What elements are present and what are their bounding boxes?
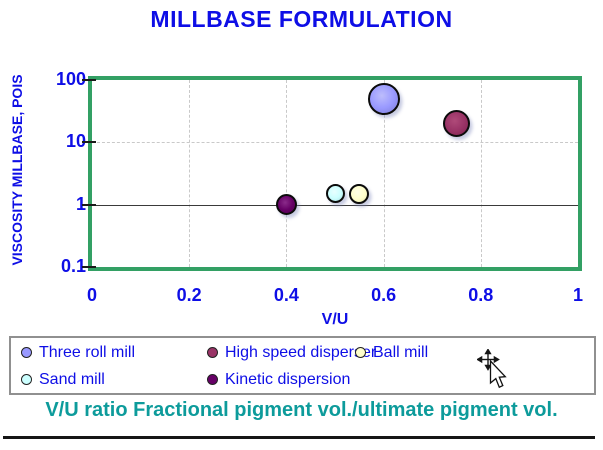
legend-item: Kinetic dispersion [207,371,355,389]
legend-row: Three roll mill High speed disperser Ball … [11,339,594,366]
y-tick-mark [82,266,96,268]
legend-item-label: Three roll mill [39,343,136,361]
legend-marker-icon [207,347,218,358]
data-bubble-high-speed-disperser [443,110,470,138]
legend-row: Sand mill Kinetic dispersion [11,366,594,393]
legend-item: Ball mill [355,344,594,362]
legend-marker-icon [355,347,366,358]
chart-title: MILLBASE FORMULATION [150,6,453,32]
data-bubble-ball-mill [349,183,370,204]
data-bubble-sand-mill [325,184,345,204]
x-tick-label: 0.4 [273,285,299,305]
y-tick-label: 10 [65,131,86,152]
legend-marker-icon [21,347,32,358]
legend-item: Three roll mill [21,344,207,362]
x-tick-label: 0.8 [468,285,494,305]
x-tick-label: 0 [86,285,97,305]
legend-item-label: Ball mill [373,343,429,361]
chart-caption: V/U ratio Fractional pigment vol./ultima… [45,399,558,421]
x-tick-label: 1 [572,285,583,305]
move-cursor-pointer [477,349,507,389]
h-line-1 [92,204,578,206]
legend-item: High speed disperser [207,344,376,362]
legend-item-label: Sand mill [39,370,105,388]
h-gridline-10 [92,142,578,144]
y-tick-mark [82,141,96,144]
y-tick-label: 1 [75,193,86,214]
legend-marker-icon [207,374,218,385]
x-tick-label: 0.2 [176,285,202,305]
legend-marker-icon [21,374,32,385]
y-tick-mark [82,203,96,206]
v-gridline [383,80,385,267]
y-tick-label: 100 [55,69,86,89]
v-gridline [286,80,288,267]
legend-item-label: Kinetic dispersion [225,370,351,388]
y-tick-mark [82,79,96,81]
footer-divider-line [3,436,595,439]
data-bubble-three-roll-mill [367,82,400,115]
legend-item: Sand mill [21,371,207,389]
y-tick-label: 0.1 [60,256,86,276]
plot-area-frame [88,76,582,271]
legend-item-label: High speed disperser [225,343,377,361]
y-axis-title: VISCOSITY MILLBASE, POIS [9,74,25,266]
v-gridline [480,80,482,267]
v-gridline [189,80,191,267]
x-axis-title: V/U [321,311,349,328]
data-bubble-kinetic-dispersion [275,194,297,216]
x-tick-label: 0.6 [371,285,397,305]
